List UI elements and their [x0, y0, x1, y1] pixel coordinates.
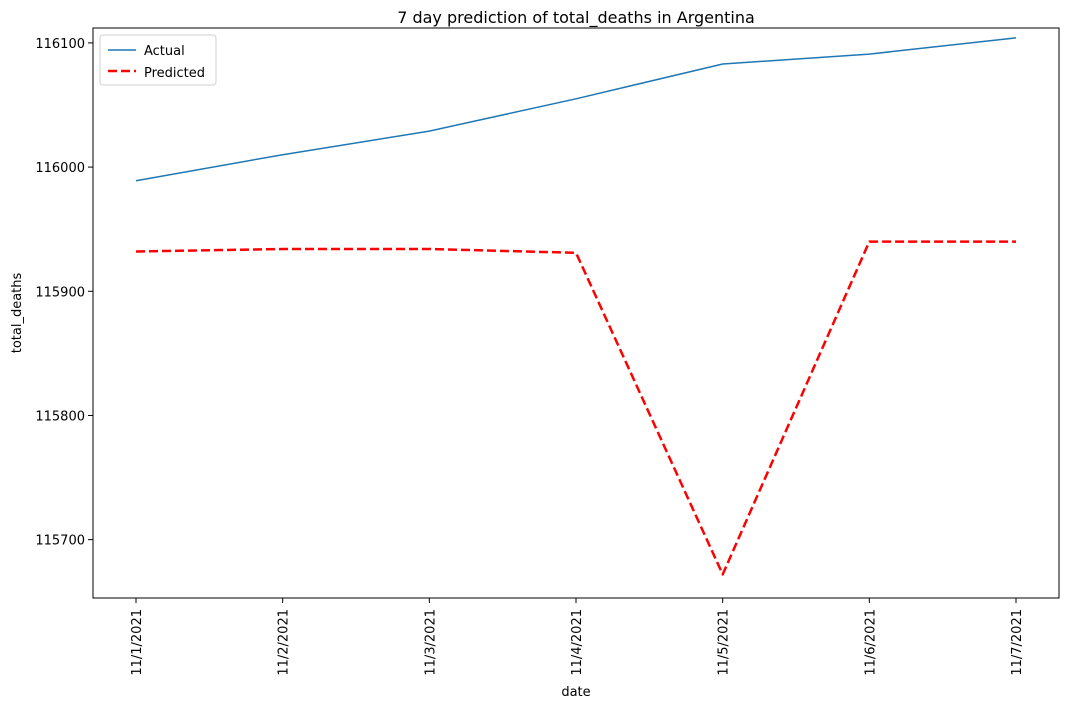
y-tick-label: 115700: [35, 534, 85, 549]
y-axis-label: total_deaths: [10, 273, 25, 354]
series-line-predicted: [135, 240, 1016, 576]
y-axis-ticks: 115700 115800 115900 116000 116100: [35, 37, 93, 549]
legend-actual-label: Actual: [144, 44, 185, 59]
legend-predicted-label: Predicted: [144, 66, 205, 81]
x-tick-label: 11/6/2021: [863, 609, 878, 676]
x-tick-label: 11/3/2021: [423, 609, 438, 676]
x-axis-label: date: [561, 685, 590, 700]
y-tick-label: 116100: [35, 37, 85, 52]
legend-box: [99, 34, 217, 86]
x-tick-label: 11/2/2021: [277, 609, 292, 676]
x-tick-label: 11/1/2021: [130, 609, 145, 676]
x-tick-label: 11/4/2021: [570, 609, 585, 676]
plot-area: [92, 27, 1060, 599]
legend: Actual Predicted: [99, 34, 217, 86]
chart-title: 7 day prediction of total_deaths in Arge…: [397, 8, 755, 28]
y-tick-label: 115800: [35, 409, 85, 424]
series-line-actual: [135, 37, 1017, 182]
y-tick-label: 116000: [35, 161, 85, 176]
x-tick-label: 11/5/2021: [717, 609, 732, 676]
series-layer: [135, 37, 1017, 576]
y-tick-label: 115900: [35, 285, 85, 300]
x-axis-ticks: 11/1/2021 11/2/2021 11/3/2021 11/4/2021 11/5…: [130, 598, 1025, 676]
x-tick-label: 11/7/2021: [1010, 609, 1025, 676]
